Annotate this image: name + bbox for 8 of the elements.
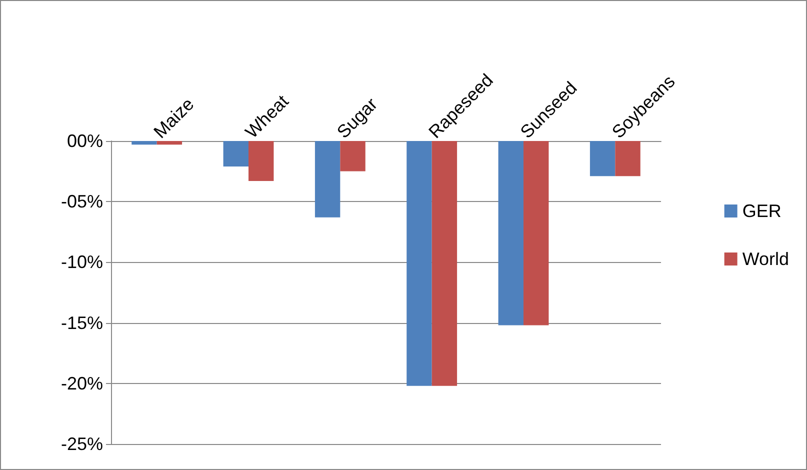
- legend-label: GER: [742, 201, 782, 221]
- y-tick-label: -05%: [60, 192, 103, 212]
- y-tick-label: -20%: [60, 373, 103, 394]
- y-tick-label: -10%: [60, 252, 103, 272]
- y-tick-label: -15%: [60, 312, 103, 333]
- y-tick-label: 00%: [66, 131, 103, 151]
- legend-label: World: [742, 249, 790, 269]
- y-tick-label: -25%: [60, 434, 103, 454]
